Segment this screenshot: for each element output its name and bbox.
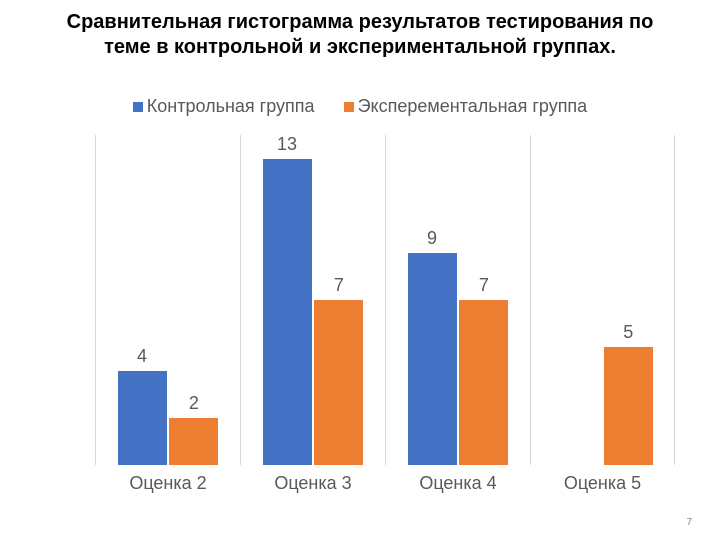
bar-value-label: 13 [277,134,297,155]
bar-value-label: 2 [189,393,199,414]
bar: 13 [263,159,312,465]
bar-value-label: 9 [427,228,437,249]
category-label: Оценка 3 [241,473,385,494]
category-group: 42Оценка 2 [95,135,240,465]
bar: 5 [604,347,653,465]
category-group: 5Оценка 5 [530,135,675,465]
category-label: Оценка 5 [531,473,674,494]
category-group: 97Оценка 4 [385,135,530,465]
bar: 7 [314,300,363,465]
bar: 9 [408,253,457,465]
bar-value-label: 4 [137,346,147,367]
legend-item-experimental: Эксперементальная группа [344,96,588,117]
legend: Контрольная группа Эксперементальная гру… [0,96,720,117]
legend-label-control: Контрольная группа [147,96,315,116]
category-label: Оценка 2 [96,473,240,494]
legend-item-control: Контрольная группа [133,96,315,117]
plot-area: 42Оценка 2137Оценка 397Оценка 45Оценка 5 [95,135,675,465]
page-number: 7 [686,517,692,528]
category-group: 137Оценка 3 [240,135,385,465]
bar: 2 [169,418,218,465]
slide: Сравнительная гистограмма результатов те… [0,0,720,540]
legend-label-experimental: Эксперементальная группа [358,96,588,116]
legend-swatch-control [133,102,143,112]
bar-value-label: 7 [479,275,489,296]
bar: 7 [459,300,508,465]
bar-value-label: 5 [623,322,633,343]
chart-title: Сравнительная гистограмма результатов те… [60,10,660,60]
legend-swatch-experimental [344,102,354,112]
bar-value-label: 7 [334,275,344,296]
bar: 4 [118,371,167,465]
category-label: Оценка 4 [386,473,530,494]
